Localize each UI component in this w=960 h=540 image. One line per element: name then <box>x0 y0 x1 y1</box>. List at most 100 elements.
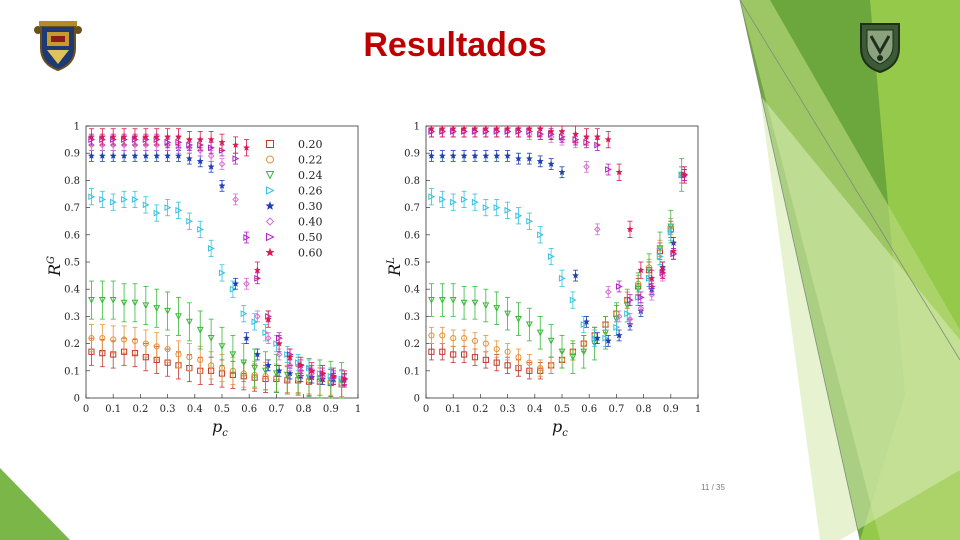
x-tick-label: 0.3 <box>500 404 516 415</box>
data-point <box>218 343 226 351</box>
data-point <box>593 133 601 140</box>
data-point <box>439 348 446 355</box>
data-point <box>656 253 664 260</box>
data-point <box>503 152 512 159</box>
data-point <box>680 171 689 179</box>
data-point <box>626 296 634 304</box>
data-point <box>493 345 500 353</box>
y-tick-label: 0.5 <box>404 258 420 269</box>
data-point <box>460 335 468 342</box>
data-point <box>460 351 468 358</box>
data-point <box>196 135 204 143</box>
green-accent-left <box>0 468 70 540</box>
data-point <box>98 133 106 140</box>
data-point <box>99 141 106 149</box>
data-point <box>428 296 435 304</box>
data-point <box>142 133 150 140</box>
data-point <box>243 280 250 288</box>
data-point <box>471 152 479 159</box>
data-point <box>548 253 555 260</box>
data-point <box>482 124 490 132</box>
data-point <box>558 127 566 135</box>
y-tick-label: 0.2 <box>64 339 80 350</box>
data-point <box>482 356 489 364</box>
data-point <box>109 152 117 159</box>
data-point <box>449 296 457 304</box>
data-point <box>207 162 215 170</box>
university-crest-icon <box>34 21 82 72</box>
x-tick-label: 0.4 <box>527 404 543 415</box>
data-point <box>493 359 500 366</box>
data-point <box>153 305 161 312</box>
data-point <box>153 133 161 140</box>
y-tick-label: 0.2 <box>404 339 420 350</box>
data-point <box>504 310 512 318</box>
data-point <box>175 313 182 321</box>
data-point <box>175 351 182 358</box>
legend: 0.20 0.22 0.24 0.26 0.30 0.40 0.50 0.60 <box>265 138 323 260</box>
data-point <box>286 369 294 377</box>
data-point <box>110 198 117 206</box>
data-point <box>297 361 305 369</box>
y-tick-label: 0 <box>414 394 420 405</box>
data-point <box>537 231 544 239</box>
accent-line-2 <box>739 0 960 361</box>
data-point <box>558 274 566 282</box>
data-point <box>427 124 436 132</box>
y-tick-label: 0.3 <box>64 312 80 323</box>
data-point <box>240 359 248 367</box>
data-point <box>131 152 139 159</box>
data-point <box>229 351 237 359</box>
data-point <box>109 141 117 149</box>
data-point <box>438 124 446 132</box>
legend-marker <box>265 217 275 226</box>
y-tick-label: 0.9 <box>404 149 420 160</box>
data-point <box>131 337 139 344</box>
x-tick-label: 0.4 <box>187 404 203 415</box>
x-tick-label: 0.2 <box>472 404 488 415</box>
data-point <box>99 196 107 203</box>
data-point <box>471 299 479 307</box>
data-point <box>428 332 435 339</box>
data-point <box>109 296 117 304</box>
data-point <box>460 299 468 307</box>
data-point <box>308 366 316 374</box>
chart-global-reliability: 0 0.1 0.2 0.3 0.4 0.5 0.6 0.7 0.8 0.9 100.10.20.30… <box>45 122 361 440</box>
data-point <box>450 198 457 206</box>
data-point <box>120 299 128 307</box>
data-point <box>264 315 272 323</box>
data-point <box>438 296 446 304</box>
data-point <box>120 141 128 149</box>
series-0-60 <box>427 124 689 287</box>
data-point <box>526 217 534 225</box>
y-tick-label: 1 <box>74 122 80 133</box>
data-point <box>604 288 612 296</box>
data-point <box>153 152 161 159</box>
accent-line-1 <box>739 0 861 540</box>
data-point <box>98 152 106 159</box>
data-point <box>438 152 446 159</box>
data-point <box>515 354 522 361</box>
legend-marker <box>265 247 275 257</box>
data-point <box>242 143 251 151</box>
data-point <box>471 337 479 344</box>
data-point <box>207 335 215 342</box>
legend-marker <box>265 201 275 210</box>
data-point <box>605 166 612 173</box>
legend-label: 0.50 <box>298 231 323 244</box>
data-point <box>637 266 645 274</box>
data-point <box>548 362 555 369</box>
data-point <box>251 318 259 326</box>
data-point <box>648 274 656 282</box>
x-tick-label: 0.2 <box>132 404 148 415</box>
data-point <box>659 266 667 274</box>
y-tick-label: 0.6 <box>404 230 420 241</box>
data-point <box>471 124 479 132</box>
y-tick-label: 0.7 <box>404 203 420 214</box>
data-point <box>626 315 634 323</box>
x-tick-label: 0.5 <box>214 404 230 415</box>
data-point <box>142 340 149 347</box>
data-point <box>547 127 555 135</box>
data-point <box>439 196 447 203</box>
data-point <box>504 206 512 214</box>
